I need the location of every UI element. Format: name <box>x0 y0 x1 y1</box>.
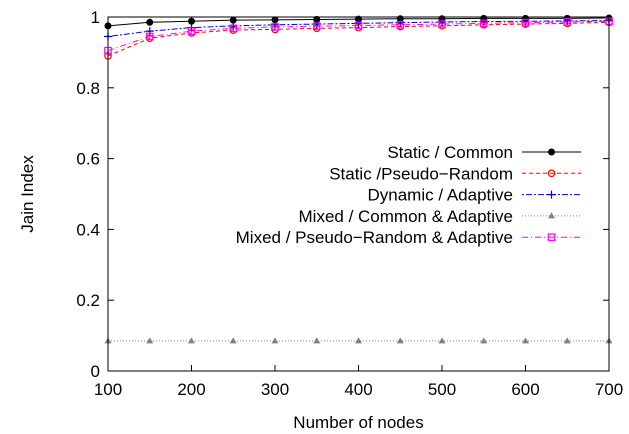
legend-label: Dynamic / Adaptive <box>367 186 513 205</box>
data-point <box>563 18 572 26</box>
y-tick-label: 0.4 <box>76 220 100 239</box>
legend-entry: Mixed / Common & Adaptive <box>299 207 581 226</box>
data-point <box>271 23 279 31</box>
data-point <box>521 18 530 27</box>
data-point <box>396 337 404 344</box>
legend-label: Mixed / Common & Adaptive <box>299 207 513 226</box>
x-tick-label: 600 <box>511 380 539 399</box>
data-point <box>563 337 571 344</box>
y-tick-label: 1 <box>91 8 100 27</box>
y-tick-label: 0.8 <box>76 79 100 98</box>
series <box>104 337 613 344</box>
data-point <box>188 337 195 344</box>
data-point <box>312 22 321 31</box>
data-point <box>229 337 237 344</box>
y-tick-label: 0.2 <box>76 291 100 310</box>
data-point <box>313 337 321 344</box>
data-point <box>522 337 529 344</box>
data-point <box>438 20 446 28</box>
data-point <box>187 27 196 35</box>
data-point <box>354 21 363 30</box>
series-line <box>107 20 610 52</box>
x-axis-label: Number of nodes <box>293 413 423 432</box>
axis-ticks: 100 200 300 400 500 600 700 0 0.2 0.4 0.6 0.8 1 <box>76 8 623 399</box>
legend-entry: Static / Common <box>387 143 581 162</box>
data-point <box>480 337 488 344</box>
data-point <box>548 148 555 156</box>
data-point <box>548 212 555 219</box>
x-tick-label: 100 <box>94 380 122 399</box>
legend-label: Mixed / Pseudo−Random & Adaptive <box>236 228 513 247</box>
legend-label: Static / Common <box>387 143 513 162</box>
data-point <box>438 337 446 344</box>
legend-entry: Static /Pseudo−Random <box>329 164 581 183</box>
legend: Static / Common Static /Pseudo−Random Dyna… <box>236 143 581 247</box>
data-point <box>396 20 405 29</box>
x-tick-label: 400 <box>344 380 372 399</box>
plot-series <box>104 14 613 344</box>
data-point <box>271 337 279 344</box>
data-point <box>146 18 154 26</box>
y-tick-label: 0.6 <box>76 150 100 169</box>
data-point <box>547 190 556 199</box>
data-point <box>355 337 362 344</box>
data-point <box>146 337 154 344</box>
data-point <box>547 233 556 242</box>
x-tick-label: 200 <box>177 380 205 399</box>
data-point <box>145 32 154 41</box>
x-tick-label: 300 <box>261 380 289 399</box>
y-tick-label: 0 <box>91 362 100 381</box>
plot-frame <box>107 16 610 372</box>
data-point <box>479 19 488 28</box>
legend-label: Static /Pseudo−Random <box>329 164 513 183</box>
legend-entry: Dynamic / Adaptive <box>367 186 581 205</box>
x-tick-label: 700 <box>595 380 623 399</box>
data-point <box>229 24 238 33</box>
y-axis-label: Jain Index <box>18 155 37 233</box>
data-point <box>188 17 195 25</box>
x-tick-label: 500 <box>428 380 456 399</box>
data-point <box>547 169 556 178</box>
legend-entry: Mixed / Pseudo−Random & Adaptive <box>236 228 581 247</box>
